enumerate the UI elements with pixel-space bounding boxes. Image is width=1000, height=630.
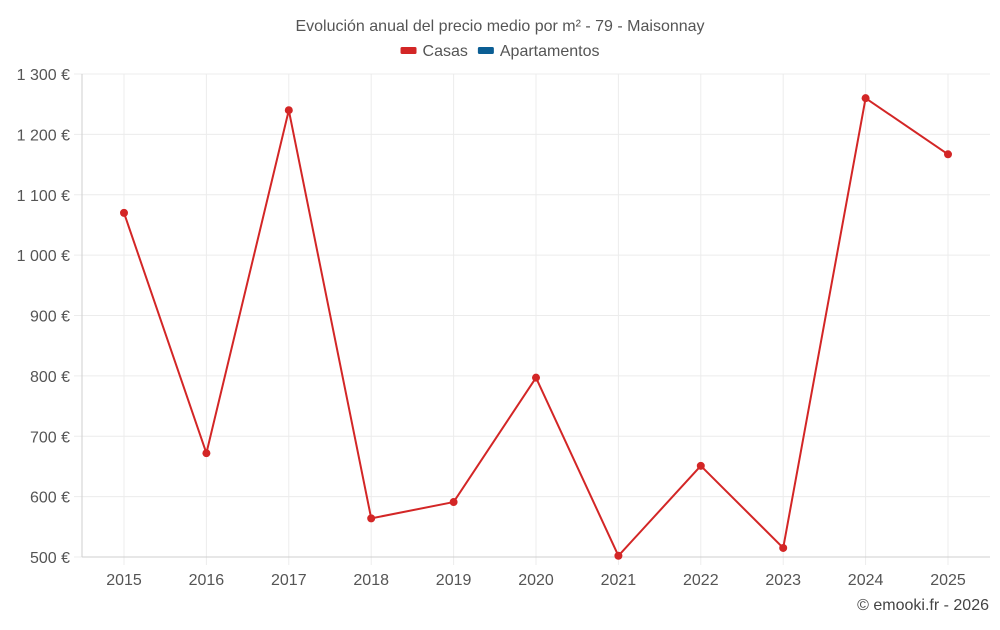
x-tick-label: 2024 (848, 572, 884, 589)
legend-swatch (400, 47, 417, 54)
footer-credit: © emooki.fr - 2026 (857, 597, 989, 614)
data-point[interactable] (696, 461, 705, 470)
x-tick-label: 2015 (106, 572, 142, 589)
x-tick-label: 2019 (436, 572, 472, 589)
data-point[interactable] (944, 150, 952, 159)
legend-label: Apartamentos (500, 43, 600, 60)
data-point[interactable] (202, 449, 211, 458)
y-tick-label: 900 € (30, 309, 70, 326)
y-tick-label: 1 200 € (17, 127, 70, 144)
legend-item-casas[interactable]: Casas (400, 43, 468, 60)
x-tick-label: 2018 (353, 572, 389, 589)
series-layer (120, 94, 952, 560)
data-point[interactable] (284, 106, 293, 115)
data-point[interactable] (532, 373, 540, 382)
axes: 500 € 600 € 700 € 800 € 900 € 1 000 € 1 100 € 1… (17, 67, 990, 589)
data-point[interactable] (779, 543, 788, 552)
y-tick-label: 500 € (30, 550, 70, 567)
chart-legend: Casas Apartamentos (400, 43, 600, 60)
x-tick-label: 2021 (601, 572, 637, 589)
y-tick-label: 800 € (30, 369, 70, 386)
y-tick-label: 600 € (30, 490, 70, 507)
legend-label: Casas (423, 43, 468, 60)
y-tick-label: 1 000 € (17, 248, 70, 265)
grid-lines (74, 73, 990, 565)
y-tick-label: 1 100 € (17, 188, 70, 205)
y-tick-label: 700 € (30, 429, 70, 446)
x-tick-label: 2016 (189, 572, 225, 589)
chart-title: Evolución anual del precio medio por m² … (295, 18, 704, 35)
x-tick-label: 2022 (683, 572, 719, 589)
x-tick-label: 2023 (765, 572, 801, 589)
data-point[interactable] (614, 551, 623, 560)
data-point[interactable] (120, 208, 128, 217)
x-tick-label: 2025 (930, 572, 966, 589)
x-tick-label: 2017 (271, 572, 307, 589)
data-point[interactable] (449, 498, 458, 507)
legend-swatch (477, 47, 494, 54)
legend-item-apartamentos[interactable]: Apartamentos (477, 43, 600, 60)
data-point[interactable] (861, 94, 870, 103)
y-tick-label: 1 300 € (17, 67, 70, 84)
x-tick-label: 2020 (518, 572, 554, 589)
data-point[interactable] (367, 514, 376, 523)
